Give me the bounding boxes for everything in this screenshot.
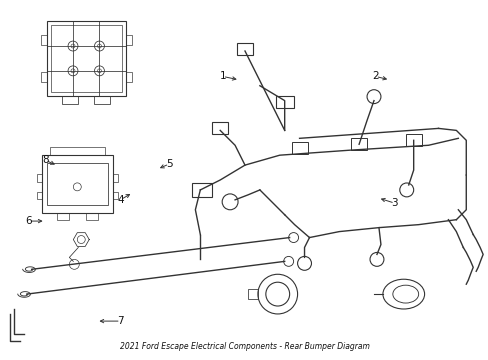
Bar (62, 96, 78, 104)
Text: 8: 8 (42, 156, 49, 165)
Bar (46, 163, 108, 205)
Bar (37, 174, 41, 182)
Bar (192, 183, 212, 197)
Bar (212, 122, 228, 134)
Text: 1: 1 (219, 71, 225, 81)
Bar (46, 21, 126, 96)
Bar (237, 43, 252, 55)
Bar (41, 35, 46, 45)
Bar (126, 72, 132, 82)
Bar (49, 147, 105, 155)
Bar (85, 213, 97, 220)
Bar (247, 289, 257, 299)
Bar (57, 213, 69, 220)
Text: 5: 5 (165, 159, 172, 169)
Bar (291, 142, 307, 154)
Bar (113, 192, 118, 199)
Bar (94, 96, 110, 104)
Bar (41, 155, 113, 213)
Text: 2021 Ford Escape Electrical Components - Rear Bumper Diagram: 2021 Ford Escape Electrical Components -… (120, 342, 368, 351)
Bar (50, 25, 122, 92)
Text: 6: 6 (25, 216, 32, 226)
Text: 7: 7 (117, 316, 124, 326)
Bar (41, 72, 46, 82)
Bar (275, 96, 293, 108)
Bar (113, 174, 118, 182)
Text: 2: 2 (371, 71, 378, 81)
Text: 4: 4 (117, 195, 124, 204)
Bar (126, 35, 132, 45)
Bar (37, 192, 41, 199)
Bar (405, 134, 421, 146)
Text: 3: 3 (391, 198, 397, 208)
Bar (350, 138, 366, 150)
